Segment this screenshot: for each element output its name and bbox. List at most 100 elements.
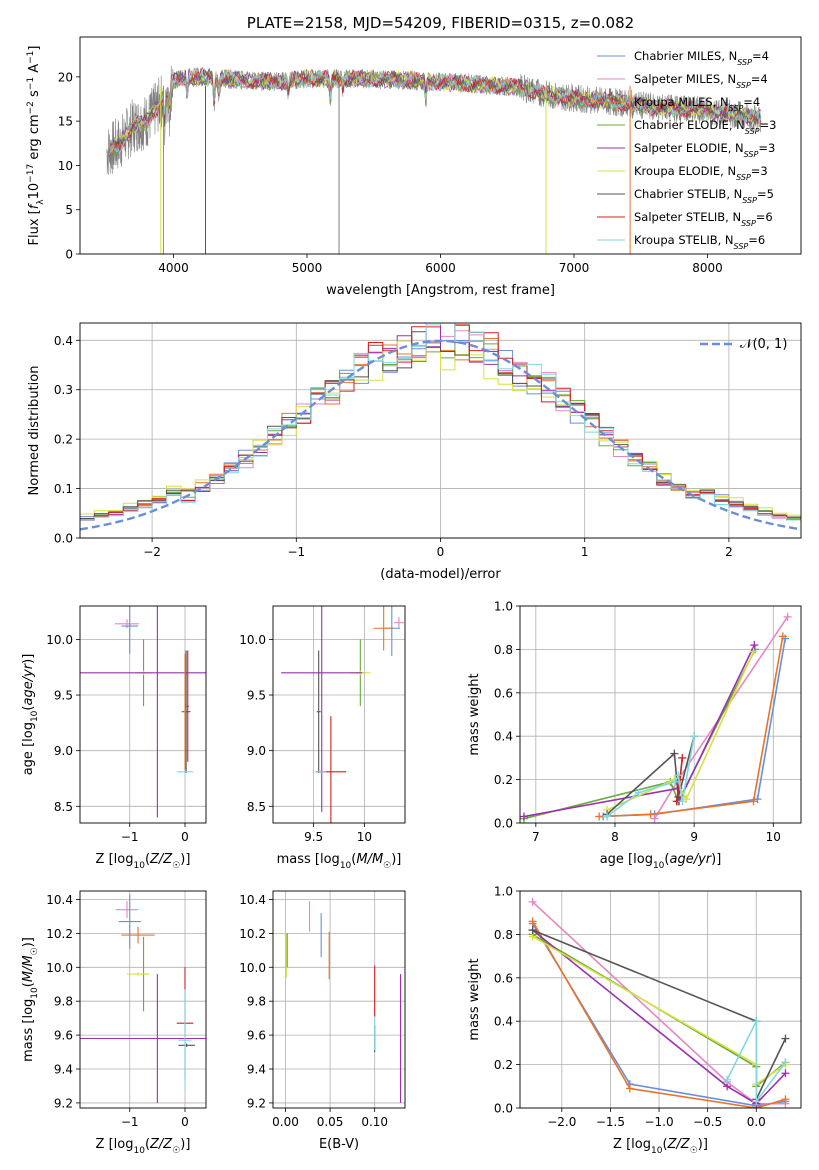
- histogram-step: [80, 331, 801, 519]
- y-tick-label: 5: [65, 203, 73, 217]
- legend-label: Salpeter STELIB, NSSP=6: [634, 210, 773, 228]
- label-part: (: [145, 852, 150, 867]
- label-part: 10: [133, 861, 145, 871]
- label-part: mass [log: [21, 999, 36, 1062]
- legend-name: Chabrier MILES, N: [634, 49, 737, 63]
- legend-sub: SSP: [736, 81, 751, 90]
- y-tick-label: 10.2: [239, 927, 266, 941]
- legend-name: Kroupa STELIB, N: [634, 233, 734, 247]
- errorbar-point: [183, 653, 187, 770]
- x-tick-label: 5000: [292, 261, 323, 275]
- weight-marker: [595, 812, 604, 821]
- x-tick-label: −1.0: [644, 1115, 673, 1129]
- x-tick-label: 0.10: [361, 1115, 388, 1129]
- label-part: age [log: [21, 722, 36, 775]
- axes-frame: [79, 605, 207, 824]
- weight-marker: [752, 1097, 761, 1106]
- weight-marker: [723, 1075, 732, 1084]
- x-tick-label: −1: [121, 1115, 139, 1129]
- mass-vs-EBV-xlabel: E(B-V): [319, 1137, 359, 1152]
- legend-n: =4: [743, 95, 760, 109]
- legend-n: =3: [751, 164, 768, 178]
- panel-mass-vs-Z: −1 09.29.49.69.810.010.210.4Z [log10(Z/Z☉…: [21, 890, 207, 1156]
- label-part: erg cm: [27, 114, 42, 163]
- normal-curve: [80, 339, 801, 531]
- y-tick-label: 9.0: [247, 744, 266, 758]
- label-part: ☉: [383, 861, 391, 871]
- axes-frame: [272, 605, 406, 824]
- x-tick-label: −1: [287, 545, 305, 559]
- spectrum-title: PLATE=2158, MJD=54209, FIBERID=0315, z=0…: [247, 14, 634, 32]
- y-tick-label: 0.0: [494, 1102, 513, 1116]
- y-tick-label: 9.2: [247, 1096, 266, 1110]
- weight-marker: [678, 797, 687, 806]
- y-tick-label: 9.4: [54, 1063, 73, 1077]
- label-part: A: [27, 64, 42, 77]
- residuals-legend: 𝒩(0, 1): [700, 337, 787, 352]
- legend-sub: SSP: [737, 58, 752, 67]
- label-part: Z [log: [96, 852, 134, 867]
- legend-label: Chabrier STELIB, NSSP=5: [634, 187, 774, 205]
- label-part: ☉: [172, 1146, 180, 1156]
- label-part: age/yr: [669, 852, 712, 867]
- axes-frame: [79, 890, 207, 1109]
- label-part: )]: [21, 654, 36, 664]
- age-vs-mass-xlabel: mass [log10(M/M☉)]: [277, 852, 402, 871]
- label-part: )]: [391, 852, 401, 867]
- legend-sub: SSP: [736, 173, 751, 182]
- label-part: Flux [: [27, 209, 42, 245]
- panel-spectrum: 4000 5000 6000 7000 8000 0 5 10 15 20 wavelength […: [26, 36, 802, 298]
- weight-marker: [650, 814, 659, 823]
- x-tick-label: −0.5: [693, 1115, 722, 1129]
- errorbar-point: [121, 926, 155, 944]
- y-tick-label: 0.2: [494, 773, 513, 787]
- axes-frame: [272, 890, 406, 1109]
- label-part: ☉: [172, 861, 180, 871]
- label-part: Z [log: [613, 1137, 651, 1152]
- label-part: ]: [27, 46, 42, 51]
- x-tick-label: 8: [611, 830, 619, 844]
- errorbar-point: [373, 606, 394, 651]
- weight-marker: [625, 1084, 634, 1093]
- grid: [80, 606, 206, 823]
- weight-marker: [781, 1058, 790, 1067]
- age-vs-Z-xlabel: Z [log10(Z/Z☉)]: [96, 852, 191, 871]
- label-part: (: [21, 706, 36, 711]
- grid: [273, 606, 405, 823]
- legend-sub: SSP: [745, 127, 760, 136]
- spectrum-ylabel: Flux [fλ10−17 erg cm−2 s−1 A−1]: [26, 46, 46, 246]
- y-tick-label: 9.2: [54, 1096, 73, 1110]
- residuals-ylabel: Normed distribution: [27, 366, 42, 496]
- y-tick-label: 20: [58, 70, 73, 84]
- errorbar-point: [114, 619, 140, 629]
- x-tick-label: 10: [357, 830, 372, 844]
- weight-line: [606, 736, 695, 818]
- axes: −2.0 −1.5 −1.0 −0.5 0.0 0.0 0.2 0.4 0.6 0.8 1.0 Z […: [467, 885, 802, 1156]
- plot-area: [520, 612, 792, 823]
- weight-marker: [634, 788, 643, 797]
- label-part: (: [21, 982, 36, 987]
- grid: [80, 891, 206, 1108]
- legend-name: Chabrier STELIB, N: [634, 187, 742, 201]
- plot-area: [281, 606, 404, 823]
- legend-name: Salpeter MILES, N: [634, 72, 736, 86]
- weight-line: [532, 929, 786, 1105]
- legend-label: Kroupa MILES, NSSP=4: [634, 95, 760, 113]
- y-tick-label: 0: [65, 248, 73, 262]
- plot-area: [285, 901, 402, 1103]
- mass-vs-Z-xlabel: Z [log10(Z/Z☉)]: [96, 1137, 191, 1156]
- label-part: −17: [26, 164, 36, 183]
- weight-line: [726, 1020, 787, 1104]
- weight-vs-age-xlabel: age [log10(age/yr)]: [600, 852, 722, 871]
- y-tick-label: 9.4: [247, 1063, 266, 1077]
- panel-weight-vs-Z: −2.0 −1.5 −1.0 −0.5 0.0 0.0 0.2 0.4 0.6 0.8 1.0 Z […: [467, 885, 802, 1156]
- weight-marker: [603, 812, 612, 821]
- legend-n: =4: [751, 72, 768, 86]
- axes: 4000 5000 6000 7000 8000 0 5 10 15 20 wavelength […: [26, 36, 802, 298]
- x-tick-label: 0.0: [747, 1115, 766, 1129]
- weight-marker: [528, 897, 537, 906]
